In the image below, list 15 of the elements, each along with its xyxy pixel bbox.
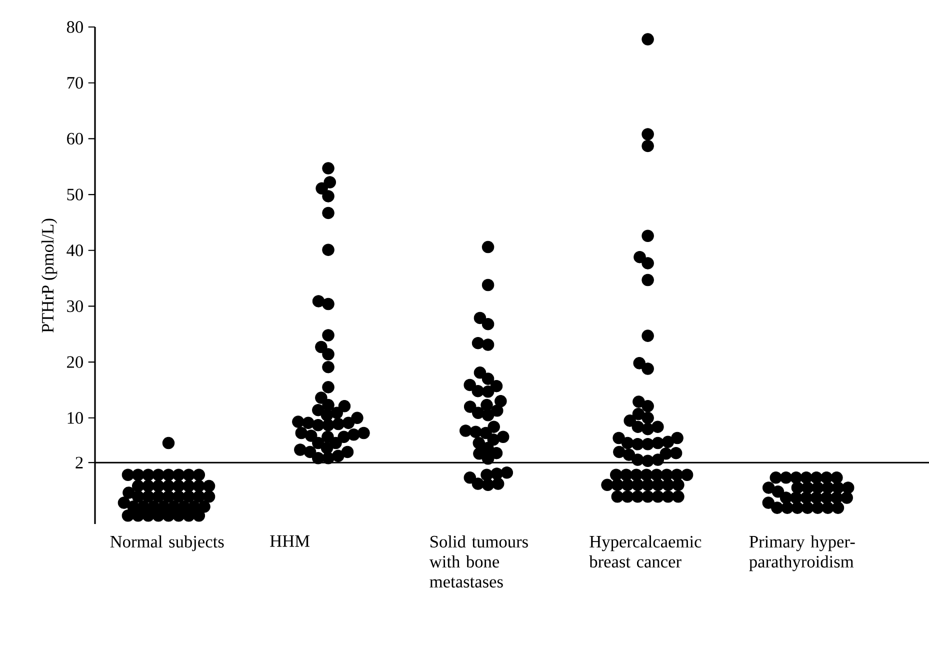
x-tick-label: Normal subjects <box>110 535 224 552</box>
x-tick-label: Primary hyper-parathyroidism <box>749 535 855 572</box>
x-tick-label: Hypercalcaemic breast cancer <box>589 535 702 568</box>
y-tick-label: 70 <box>67 77 83 89</box>
y-tick-label: 80 <box>66 21 83 33</box>
y-tick-label: 30 <box>67 300 83 312</box>
y-tick-label: 60 <box>67 132 83 145</box>
x-tick-label: Solid tumours with bone metastases <box>429 535 528 588</box>
y-tick-label: 20 <box>67 356 83 368</box>
y-tick-label: 40 <box>66 244 83 256</box>
y-tick-label: 10 <box>68 412 83 424</box>
y-axis-title: PTHrP (pmol/L) <box>41 218 58 333</box>
x-tick-label: HHM <box>270 535 310 547</box>
y-tick-label: 2 <box>76 456 83 468</box>
y-tick-label: 50 <box>67 188 83 200</box>
